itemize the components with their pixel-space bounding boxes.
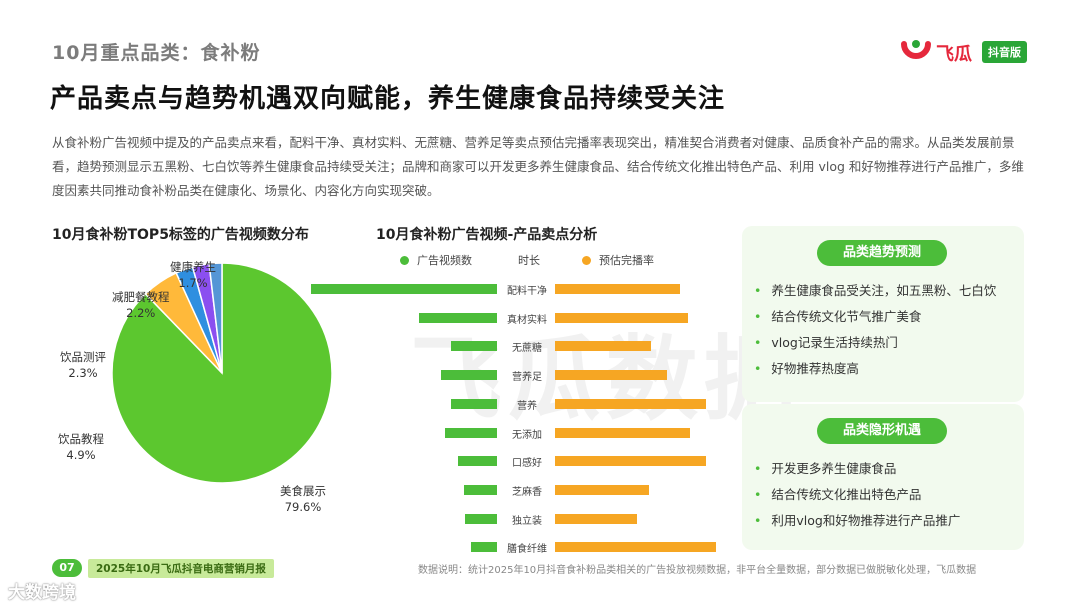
pie-chart: 美食展示 79.6% 饮品教程 4.9% 饮品测评 2.3% 减肥餐教程 2.2% 健康… [50,245,380,545]
footer-left: 07 2025年10月飞瓜抖音电商营销月报 [52,558,274,578]
category-label: 膳食纤维 [507,544,547,556]
bar-completion-rate [555,542,716,553]
logo-icon [901,40,931,59]
pie-label-2: 饮品测评 2.3% [60,350,106,380]
bar-video-count [450,341,497,352]
pie-chart-svg [111,262,333,484]
brand-logo: 飞瓜 抖音版 [900,36,1032,66]
bar-completion-rate [555,341,652,352]
list-item: • 结合传统文化节气推广美食 [754,309,922,324]
bar-video-count [457,456,497,467]
logo-word: 飞瓜 [936,44,972,65]
pie-chart-title: 10月食补粉TOP5标签的广告视频数分布 [52,227,309,243]
category-label: 无蔗糖 [512,343,542,355]
bar-completion-rate [555,427,691,438]
category-label: 真材实料 [507,314,547,326]
bar-completion-rate [555,312,689,323]
legend-dot-icon [582,255,591,265]
list-item: • 开发更多养生健康食品 [754,461,897,476]
bar-completion-rate [555,484,650,495]
pie-label-0: 美食展示 79.6% [280,484,326,514]
legend-dot-icon [400,255,409,265]
category-label: 口感好 [512,458,542,470]
bar-video-count [465,513,497,524]
bar-chart: 广告视频数 时长 预估完播率 配料干净真材实料无蔗糖营养足营养无添加口感好芝麻香… [311,250,730,560]
bar-video-count [418,312,497,323]
bar-chart-title: 10月食补粉广告视频-产品卖点分析 [376,227,598,243]
intro-paragraph: 从食补粉广告视频中提及的产品卖点来看，配料干净、真材实料、无蔗糖、营养足等卖点预… [52,135,1024,198]
category-label: 无添加 [512,429,542,441]
trend-panel-title: 品类趋势预测 [817,240,947,266]
list-item: • 结合传统文化推出特色产品 [754,487,922,502]
bar-completion-rate [555,513,638,524]
logo-badge: 抖音版 [982,41,1027,63]
opportunity-panel-title: 品类隐形机遇 [817,418,947,444]
bar-completion-rate [555,284,681,294]
data-note: 数据说明：统计2025年10月抖音食补粉品类相关的广告投放视频数据，非平台全量数… [418,565,977,576]
pie-slice-4 [208,262,223,374]
legend-video-count: 广告视频数 [400,252,472,268]
category-label: 营养 [517,400,537,412]
opportunity-list: • 开发更多养生健康食品 • 结合传统文化推出特色产品 • 利用vlog和好物推荐进行… [754,456,960,534]
bar-video-count [470,542,497,553]
list-item: • 好物推荐热度高 [754,361,859,376]
page-number: 07 [52,559,82,577]
list-item: • 养生健康食品受关注，如五黑粉、七白饮 [754,283,997,298]
page-title: 产品卖点与趋势机遇双向赋能，养生健康食品持续受关注 [50,84,726,114]
list-item: • vlog记录生活持续热门 [754,335,898,350]
category-label: 营养足 [512,372,542,384]
pie-label-3: 减肥餐教程 2.2% [112,290,170,320]
bar-video-count [450,398,497,409]
bar-video-count [311,284,497,294]
pie-label-1: 饮品教程 4.9% [58,432,104,462]
bar-video-count [463,484,497,495]
section-title: 10月重点品类：食补粉 [52,42,261,64]
bar-video-count [444,427,497,438]
report-name: 2025年10月飞瓜抖音电商营销月报 [88,558,274,578]
pie-label-4: 健康养生 1.7% [170,260,216,290]
bar-completion-rate [555,456,706,467]
trend-panel: 品类趋势预测 • 养生健康食品受关注，如五黑粉、七白饮 • 结合传统文化节气推广美食… [742,226,1024,402]
category-label: 芝麻香 [512,486,542,498]
bar-video-count [441,370,497,381]
category-label: 独立装 [512,515,542,527]
opportunity-panel: 品类隐形机遇 • 开发更多养生健康食品 • 结合传统文化推出特色产品 • 利用vlog… [742,404,1024,550]
bar-legend: 广告视频数 时长 预估完播率 [360,250,730,268]
bar-completion-rate [555,370,667,381]
category-label: 配料干净 [507,286,547,297]
legend-completion-rate: 预估完播率 [582,252,654,268]
list-item: • 利用vlog和好物推荐进行产品推广 [754,513,961,528]
trend-list: • 养生健康食品受关注，如五黑粉、七白饮 • 结合传统文化节气推广美食 • vlog记… [754,278,996,382]
corner-watermark: 大数跨境 [8,583,76,603]
legend-duration: 时长 [518,254,540,267]
bar-completion-rate [555,398,706,409]
